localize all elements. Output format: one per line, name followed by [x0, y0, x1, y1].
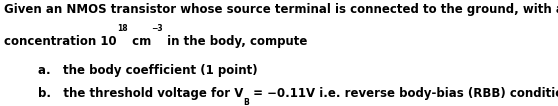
- Text: in the body, compute: in the body, compute: [162, 35, 307, 48]
- Text: = −0.11V i.e. reverse body-bias (RBB) condition (1 point): = −0.11V i.e. reverse body-bias (RBB) co…: [249, 87, 558, 100]
- Text: cm: cm: [128, 35, 151, 48]
- Text: b.: b.: [38, 87, 51, 100]
- Text: the threshold voltage for V: the threshold voltage for V: [51, 87, 243, 100]
- Text: a.   the body coefficient (1 point): a. the body coefficient (1 point): [38, 64, 258, 77]
- Text: B: B: [243, 98, 249, 106]
- Text: concentration 10: concentration 10: [4, 35, 117, 48]
- Text: 18: 18: [117, 24, 128, 33]
- Text: −3: −3: [151, 24, 162, 33]
- Text: Given an NMOS transistor whose source terminal is connected to the ground, with : Given an NMOS transistor whose source te…: [4, 3, 558, 16]
